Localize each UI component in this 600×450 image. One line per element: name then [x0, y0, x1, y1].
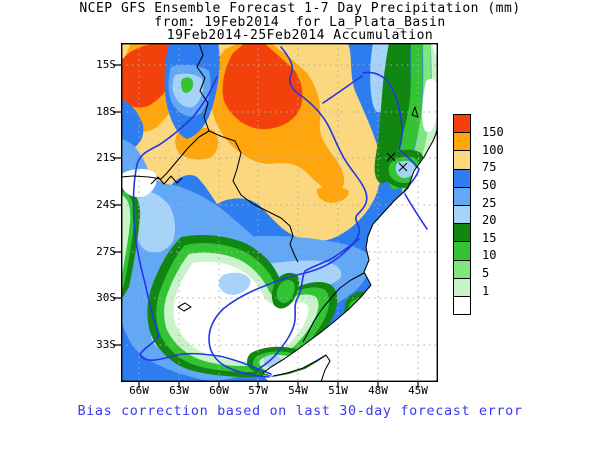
legend-label-15: 15 — [482, 231, 497, 245]
lat-label-15s: 15S — [96, 58, 116, 71]
lon-label-54w: 54W — [288, 384, 308, 397]
legend-swatch-20 — [453, 204, 471, 225]
legend-label-75: 75 — [482, 160, 497, 174]
legend-swatch-50 — [453, 168, 471, 188]
title-line-2: from: 19Feb2014 for La_Plata_Basin — [154, 14, 446, 30]
color-scale-legend: 150 100 75 50 25 20 15 10 5 1 — [453, 114, 504, 316]
legend-swatch-10 — [453, 241, 471, 261]
lon-label-57w: 57W — [248, 384, 268, 397]
coastline-north — [262, 128, 438, 374]
legend-label-100: 100 — [482, 143, 504, 157]
lat-label-30s: 30S — [96, 291, 116, 304]
plot-title-block: NCEP GFS Ensemble Forecast 1-7 Day Preci… — [0, 2, 600, 43]
lon-label-60w: 60W — [209, 384, 229, 397]
lon-label-66w: 66W — [129, 384, 149, 397]
bias-correction-caption: Bias correction based on last 30-day for… — [77, 403, 523, 419]
legend-swatch-0 — [453, 295, 471, 316]
legend-swatch-25 — [453, 186, 471, 206]
lagoon-outline — [177, 302, 192, 312]
legend-swatch-100 — [453, 132, 471, 152]
ocean — [263, 129, 438, 382]
lat-label-27s: 27S — [96, 245, 116, 258]
coastline-south — [272, 354, 331, 382]
legend-label-20: 20 — [482, 213, 497, 227]
legend-label-50: 50 — [482, 178, 497, 192]
legend-swatch-5 — [453, 259, 471, 279]
title-line-3: 19Feb2014-25Feb2014 Accumulation — [166, 28, 434, 43]
legend-swatch-75 — [453, 150, 471, 170]
lat-label-33s: 33S — [96, 338, 116, 351]
legend-label-150: 150 — [482, 125, 504, 139]
legend-label-1: 1 — [482, 284, 490, 298]
lon-label-48w: 48W — [368, 384, 388, 397]
precip-map — [121, 43, 438, 382]
lat-axis-ticks — [113, 64, 121, 346]
legend-swatch-150plus — [453, 114, 471, 134]
legend-swatch-1 — [453, 277, 471, 297]
title-line-1: NCEP GFS Ensemble Forecast 1-7 Day Preci… — [79, 1, 521, 16]
lon-label-63w: 63W — [169, 384, 189, 397]
lon-label-51w: 51W — [328, 384, 348, 397]
legend-label-5: 5 — [482, 266, 490, 280]
lon-axis-ticks — [138, 382, 419, 388]
lat-label-18s: 18S — [96, 105, 116, 118]
lat-label-21s: 21S — [96, 151, 116, 164]
legend-label-25: 25 — [482, 196, 497, 210]
legend-label-10: 10 — [482, 248, 497, 262]
map-frame — [121, 43, 438, 382]
country-borders — [121, 43, 438, 382]
map-fill-layer — [121, 43, 438, 382]
lon-label-45w: 45W — [408, 384, 428, 397]
legend-swatch-15 — [453, 223, 471, 243]
rivers — [132, 46, 428, 378]
lat-label-24s: 24S — [96, 198, 116, 211]
